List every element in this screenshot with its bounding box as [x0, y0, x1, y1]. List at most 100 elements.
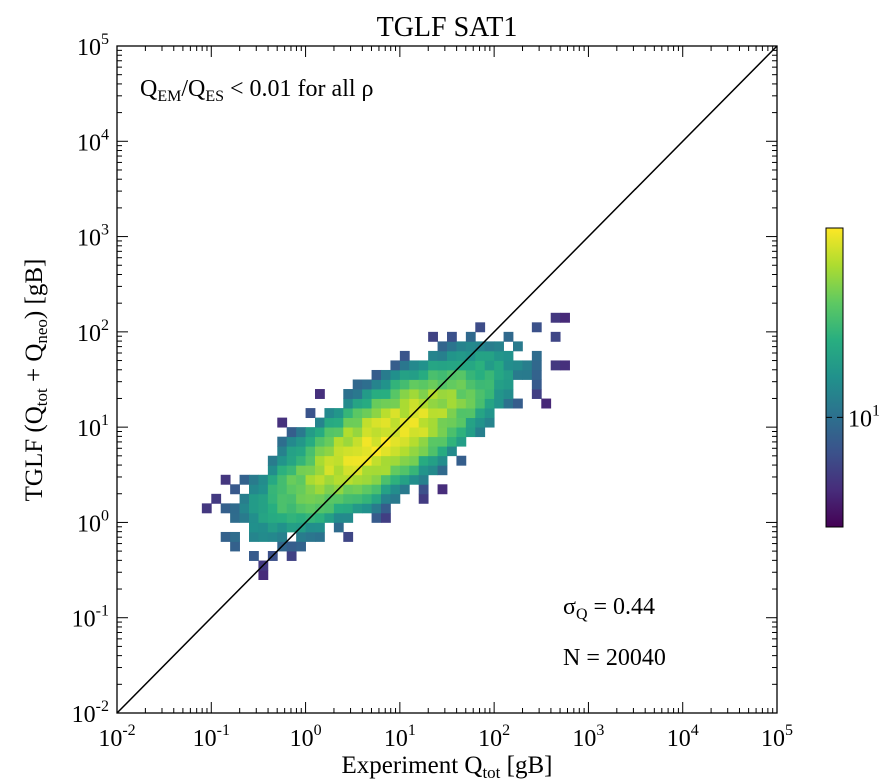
heatmap-cell [371, 455, 382, 466]
heatmap-cell [371, 465, 382, 476]
heatmap-cell [333, 427, 344, 438]
heatmap-cell [503, 331, 514, 342]
heatmap-cell [437, 484, 448, 495]
heatmap-cell [437, 369, 448, 380]
identity-line [116, 45, 778, 714]
heatmap-cell [456, 455, 467, 466]
x-tick-label: 10-2 [98, 722, 135, 752]
heatmap-cell [494, 369, 504, 380]
heatmap-cell [428, 455, 438, 466]
heatmap-cell [286, 436, 297, 447]
heatmap-cell [258, 512, 269, 523]
heatmap-cell [371, 493, 382, 504]
heatmap-cell [456, 408, 467, 419]
heatmap-cell [267, 484, 278, 495]
heatmap-cell [513, 341, 523, 352]
heatmap-cell [428, 398, 438, 409]
heatmap-cell [447, 417, 457, 428]
heatmap-cell [399, 389, 410, 399]
y-tick-label: 10-2 [72, 698, 109, 728]
heatmap-cell [447, 446, 457, 457]
heatmap-cell [531, 360, 542, 371]
heatmap-cell [211, 493, 222, 504]
heatmap-cell [447, 350, 457, 361]
heatmap-cell [484, 417, 495, 428]
heatmap-cell [381, 474, 391, 485]
heatmap-cell [286, 541, 297, 552]
heatmap-cell [333, 446, 344, 457]
y-tick-label: 101 [77, 412, 109, 442]
heatmap-cell [333, 465, 344, 476]
heatmap-cell [324, 436, 335, 447]
heatmap-cell [399, 379, 410, 390]
heatmap-cell [465, 331, 476, 342]
heatmap-cell [324, 474, 335, 485]
heatmap-cell [333, 474, 344, 485]
heatmap-cell [296, 474, 306, 485]
x-tick-label: 101 [384, 722, 416, 752]
heatmap-cell [381, 427, 391, 438]
heatmap-cell [390, 446, 401, 457]
heatmap-cell [390, 369, 401, 380]
heatmap-cell [484, 389, 495, 399]
x-tick-label: 10-1 [193, 722, 230, 752]
heatmap-cell [399, 350, 410, 361]
heatmap-cell [437, 398, 448, 409]
heatmap-cell [465, 379, 476, 390]
heatmap-cell [324, 512, 335, 523]
heatmap-cell [447, 360, 457, 371]
heatmap-cell [390, 408, 401, 419]
heatmap-cell [305, 408, 316, 419]
heatmap-cell [305, 531, 316, 542]
heatmap-cell [267, 474, 278, 485]
heatmap-cell [249, 522, 259, 533]
chart-title: TGLF SAT1 [377, 12, 518, 43]
heatmap-cell [277, 446, 288, 457]
heatmap-cell [371, 474, 382, 485]
heatmap-cell [381, 512, 391, 523]
axis-ticks [116, 45, 778, 714]
heatmap-cell [531, 369, 542, 380]
heatmap-cell [494, 341, 504, 352]
heatmap-cell [277, 493, 288, 504]
heatmap-cell [456, 417, 467, 428]
heatmap-cell [305, 493, 316, 504]
heatmap-cell [418, 379, 429, 390]
heatmap-cell [249, 474, 259, 485]
heatmap-cell [352, 436, 363, 447]
heatmap-cell [343, 493, 354, 504]
y-tick-label: 104 [77, 126, 109, 156]
heatmap-cell [343, 389, 354, 399]
heatmap-cell [286, 512, 297, 523]
heatmap-cell [503, 389, 514, 399]
heatmap-cell [201, 503, 212, 514]
heatmap-cell [456, 398, 467, 409]
heatmap-cell [465, 417, 476, 428]
heatmap-cell [456, 341, 467, 352]
heatmap-cell [371, 484, 382, 495]
heatmap-cell [362, 417, 372, 428]
heatmap-cell [343, 417, 354, 428]
heatmap-cell [286, 522, 297, 533]
heatmap-cell [428, 427, 438, 438]
heatmap-cell [437, 417, 448, 428]
heatmap-cell [418, 446, 429, 457]
heatmap-cells [201, 312, 570, 580]
heatmap-cell [428, 446, 438, 457]
heatmap-cell [465, 398, 476, 409]
heatmap-cell [409, 474, 420, 485]
heatmap-cell [456, 427, 467, 438]
heatmap-cell [475, 427, 486, 438]
colorbar-tick-label: 101 [848, 402, 880, 432]
heatmap-cell [409, 379, 420, 390]
heatmap-cell [277, 455, 288, 466]
heatmap-cell [324, 408, 335, 419]
heatmap-cell [409, 455, 420, 466]
heatmap-cell [343, 465, 354, 476]
heatmap-cell [399, 427, 410, 438]
heatmap-cell [277, 436, 288, 447]
heatmap-cell [315, 427, 325, 438]
heatmap-cell [362, 484, 372, 495]
heatmap-cell [352, 474, 363, 485]
heatmap-cell [230, 503, 240, 514]
